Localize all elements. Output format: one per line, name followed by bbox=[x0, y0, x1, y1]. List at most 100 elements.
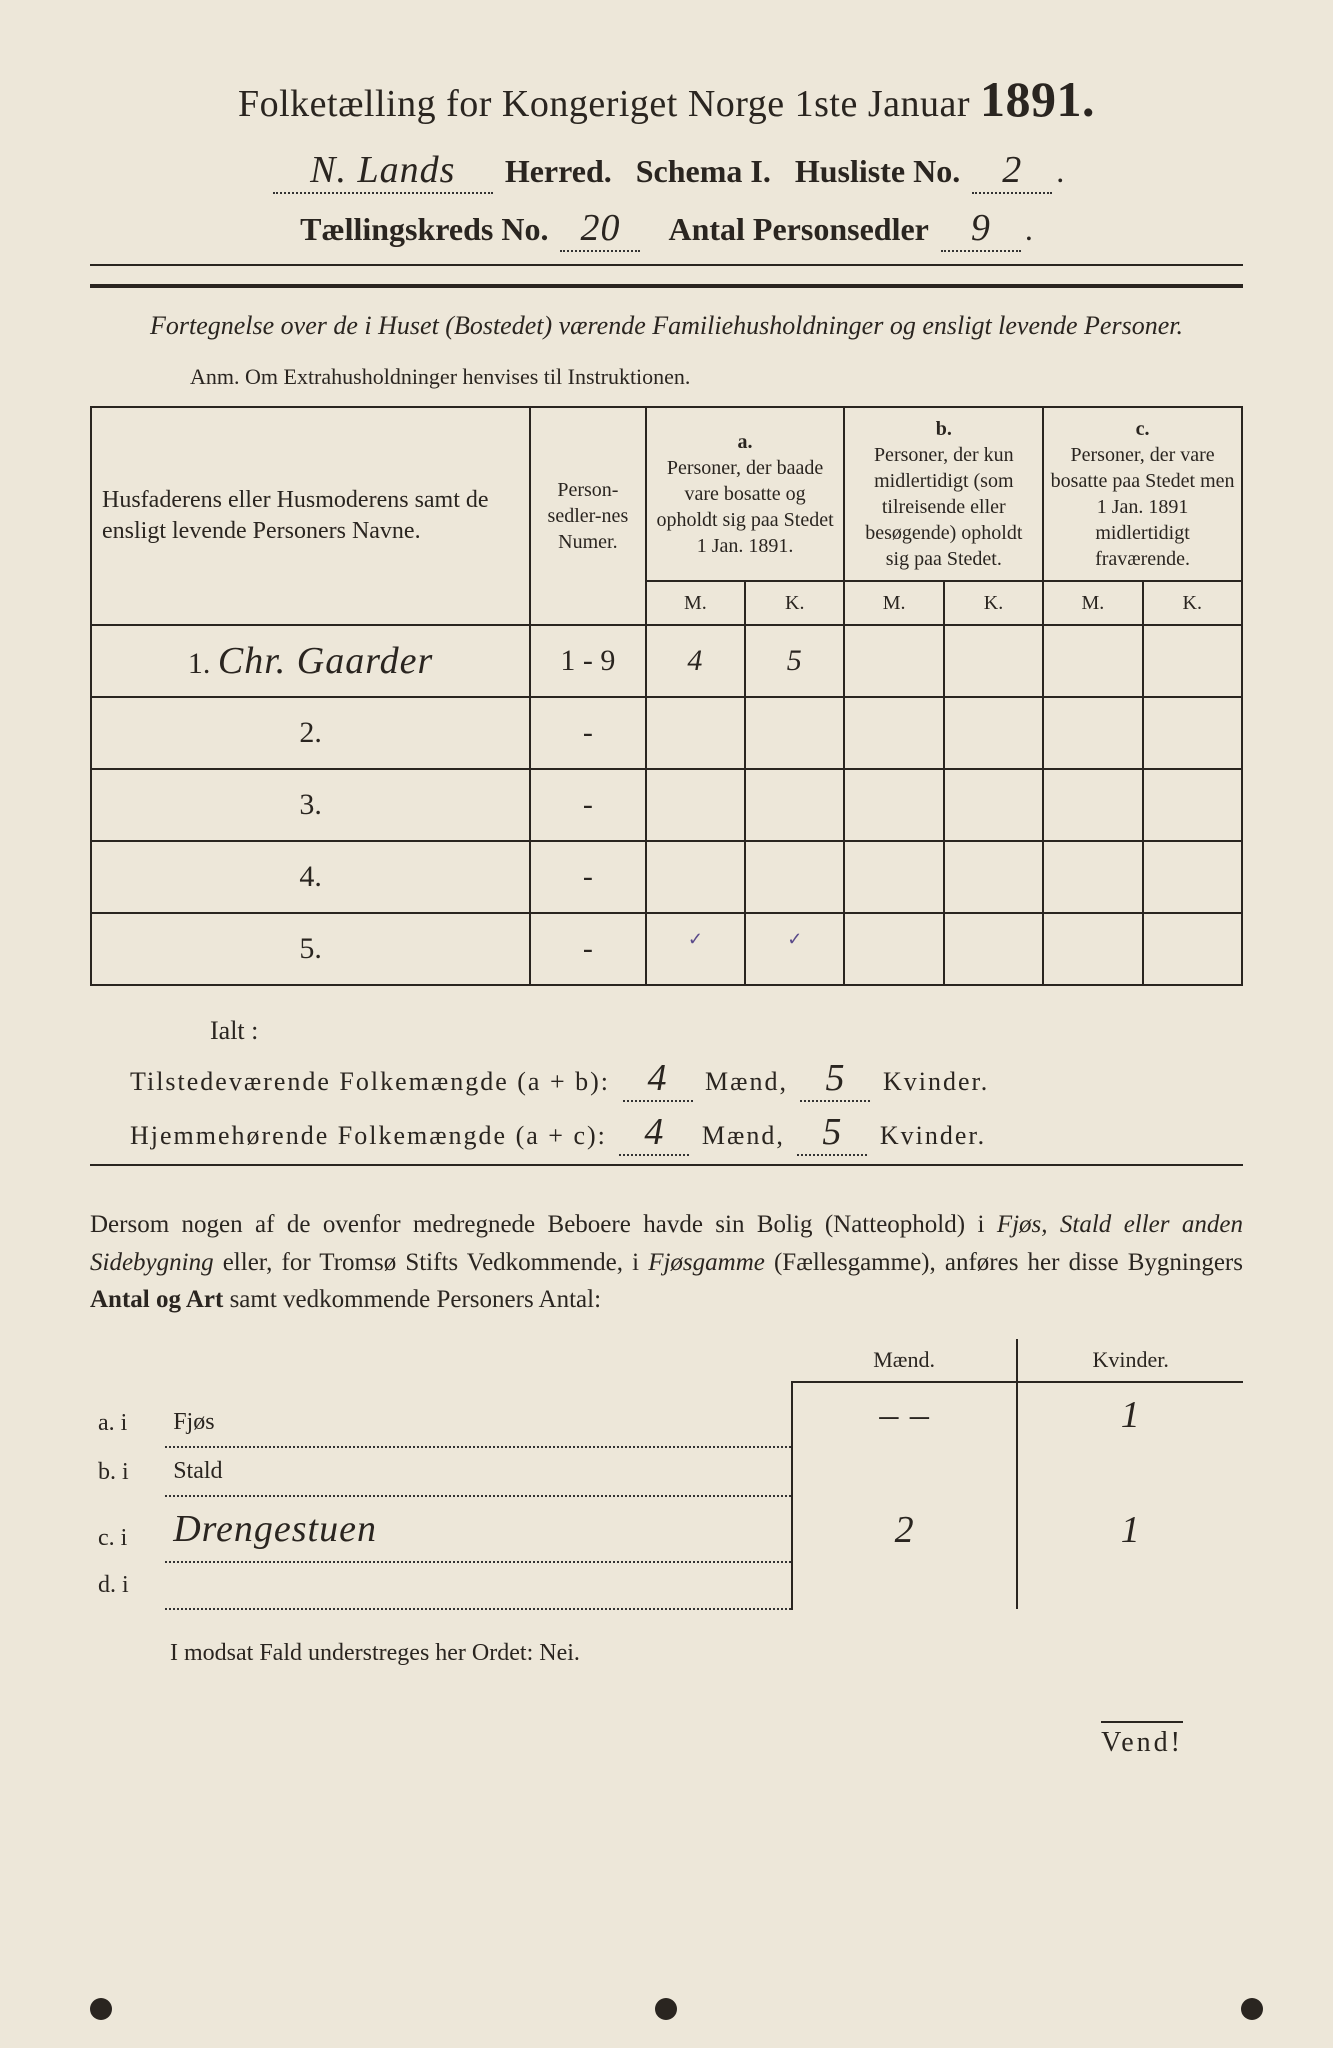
cell-b-m bbox=[844, 841, 943, 913]
cell-b-m bbox=[844, 697, 943, 769]
sedler-label: Antal Personsedler bbox=[668, 211, 928, 247]
sedler-no: 9 bbox=[941, 206, 1021, 252]
side-building-para: Dersom nogen af de ovenfor medregnede Be… bbox=[90, 1206, 1243, 1319]
row-num: 1. bbox=[188, 647, 211, 680]
col-a-text: Personer, der baade vare bosatte og opho… bbox=[656, 457, 833, 557]
col-b-text: Personer, der kun midlertidigt (som tilr… bbox=[865, 444, 1022, 570]
side-k: 1 bbox=[1017, 1496, 1243, 1562]
para-text-1: Dersom nogen af de ovenfor medregnede Be… bbox=[90, 1211, 997, 1238]
col-a-k: K. bbox=[745, 581, 844, 625]
cell-b-m bbox=[844, 769, 943, 841]
vend-label: Vend! bbox=[30, 1727, 1183, 1759]
cell-c-m bbox=[1043, 697, 1142, 769]
side-lbl: d. i bbox=[90, 1562, 165, 1609]
intro-text: Fortegnelse over de i Huset (Bostedet) v… bbox=[110, 308, 1223, 344]
para-em-2: Fjøsgamme bbox=[648, 1249, 765, 1276]
cell-a-m bbox=[646, 697, 745, 769]
sum-belonging-label: Hjemmehørende Folkemængde (a + c): bbox=[130, 1121, 607, 1150]
cell-a-k bbox=[745, 769, 844, 841]
col-c-text: Personer, der vare bosatte paa Stedet me… bbox=[1051, 444, 1235, 570]
rule-2 bbox=[90, 284, 1243, 288]
cell-b-m bbox=[844, 625, 943, 697]
cell-a-k bbox=[745, 913, 844, 985]
table-row: 3. - bbox=[91, 769, 1242, 841]
row-num: 2. bbox=[91, 697, 530, 769]
row-sedler: - bbox=[530, 913, 646, 985]
m-label: Mænd, bbox=[702, 1121, 785, 1150]
para-bold: Antal og Art bbox=[90, 1286, 223, 1313]
col-c-k: K. bbox=[1143, 581, 1242, 625]
side-head-k: Kvinder. bbox=[1017, 1339, 1243, 1382]
row-sedler: - bbox=[530, 697, 646, 769]
side-name: Drengestuen bbox=[165, 1496, 792, 1562]
table-row: 4. - bbox=[91, 841, 1242, 913]
side-lbl: b. i bbox=[90, 1447, 165, 1496]
row-num: 5. bbox=[91, 913, 530, 985]
cell-b-k bbox=[944, 913, 1043, 985]
sum-present-m: 4 bbox=[623, 1056, 693, 1102]
side-m: – – bbox=[792, 1382, 1018, 1447]
side-name: Stald bbox=[165, 1447, 792, 1496]
col-b-letter: b. bbox=[936, 418, 952, 440]
sum-present-label: Tilstedeværende Folkemængde (a + b): bbox=[130, 1067, 610, 1096]
col-a-letter: a. bbox=[738, 431, 753, 453]
col-a-head: a. Personer, der baade vare bosatte og op… bbox=[646, 407, 845, 581]
side-name: Fjøs bbox=[165, 1382, 792, 1447]
row-num: 4. bbox=[91, 841, 530, 913]
table-row: 2. - bbox=[91, 697, 1242, 769]
col-c-letter: c. bbox=[1136, 418, 1150, 440]
side-k bbox=[1017, 1447, 1243, 1496]
cell-c-m bbox=[1043, 769, 1142, 841]
side-k bbox=[1017, 1562, 1243, 1609]
husliste-no: 2 bbox=[972, 148, 1052, 194]
cell-c-k bbox=[1143, 625, 1242, 697]
husliste-label: Husliste No. bbox=[795, 153, 960, 189]
para-text-2: eller, for Tromsø Stifts Vedkommende, i bbox=[214, 1249, 649, 1276]
herred-label: Herred. bbox=[505, 153, 612, 189]
sum-belonging-m: 4 bbox=[619, 1110, 689, 1156]
cell-b-k bbox=[944, 769, 1043, 841]
cell-a-k bbox=[745, 697, 844, 769]
cell-c-k bbox=[1143, 913, 1242, 985]
punch-hole-icon bbox=[1241, 1998, 1263, 2020]
cell-c-k bbox=[1143, 769, 1242, 841]
k-label: Kvinder. bbox=[880, 1121, 986, 1150]
para-text-3: (Fællesgamme), anføres her disse Bygning… bbox=[765, 1249, 1243, 1276]
cell-a-m bbox=[646, 841, 745, 913]
side-row: c. i Drengestuen 2 1 bbox=[90, 1496, 1243, 1562]
cell-c-k bbox=[1143, 697, 1242, 769]
side-m bbox=[792, 1562, 1018, 1609]
nei-line: I modsat Fald understreges her Ordet: Ne… bbox=[170, 1640, 1243, 1667]
cell-b-m bbox=[844, 913, 943, 985]
cell-a-k bbox=[745, 841, 844, 913]
sum-present: Tilstedeværende Folkemængde (a + b): 4 M… bbox=[130, 1056, 1243, 1102]
rule-1 bbox=[90, 264, 1243, 266]
title-year: 1891. bbox=[980, 71, 1095, 127]
side-m bbox=[792, 1447, 1018, 1496]
sum-present-k: 5 bbox=[800, 1056, 870, 1102]
cell-c-m bbox=[1043, 841, 1142, 913]
side-k: 1 bbox=[1017, 1382, 1243, 1447]
m-label: Mænd, bbox=[705, 1067, 788, 1096]
schema-label: Schema I. bbox=[636, 153, 771, 189]
header-line-3: Tællingskreds No. 20 Antal Personsedler … bbox=[30, 206, 1303, 252]
col-num-header: Person-sedler-nes Numer. bbox=[530, 407, 646, 625]
side-name bbox=[165, 1562, 792, 1609]
sum-belonging: Hjemmehørende Folkemængde (a + c): 4 Mæn… bbox=[130, 1110, 1243, 1156]
cell-a-k: 5 bbox=[745, 625, 844, 697]
cell-b-k bbox=[944, 697, 1043, 769]
table-row: 5. - bbox=[91, 913, 1242, 985]
side-row: b. i Stald bbox=[90, 1447, 1243, 1496]
cell-b-k bbox=[944, 841, 1043, 913]
side-head-m: Mænd. bbox=[792, 1339, 1018, 1382]
rule-3 bbox=[90, 1164, 1243, 1166]
side-lbl: c. i bbox=[90, 1496, 165, 1562]
cell-a-m bbox=[646, 769, 745, 841]
punch-hole-icon bbox=[90, 1998, 112, 2020]
cell-c-m bbox=[1043, 625, 1142, 697]
cell-c-m bbox=[1043, 913, 1142, 985]
vend-text: Vend! bbox=[1101, 1721, 1183, 1758]
para-text-4: samt vedkommende Personers Antal: bbox=[223, 1286, 601, 1313]
cell-a-m: 4 bbox=[646, 625, 745, 697]
k-label: Kvinder. bbox=[883, 1067, 989, 1096]
